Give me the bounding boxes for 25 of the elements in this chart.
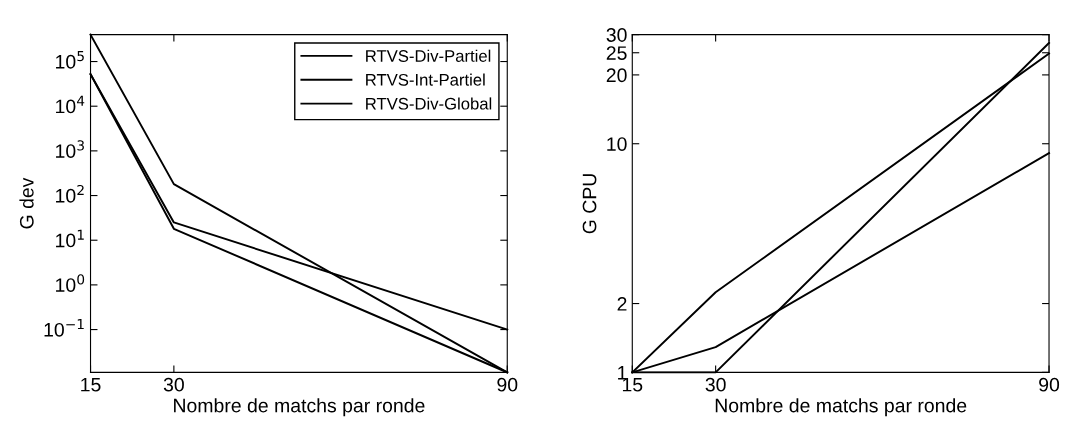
y-tick-label: 10$^{3}$ (56, 140, 84, 158)
x-tick-label: 90 (1039, 377, 1060, 392)
x-tick-label: 30 (705, 377, 726, 392)
x-tick-label: 30 (163, 377, 184, 392)
legend-label: RTVS-Div-Partiel (366, 49, 491, 62)
x-tick-label: 90 (497, 377, 518, 392)
y-tick-label: 10$^{0}$ (56, 274, 85, 292)
y-tick-label: 10$^{4}$ (56, 95, 85, 114)
y-axis-title: G dev (19, 177, 34, 229)
y-tick-label: 1 (618, 366, 627, 380)
x-tick-label: 15 (81, 377, 101, 392)
legend-label: RTVS-Int-Partiel (366, 73, 485, 86)
y-tick-label: 10$^{5}$ (56, 51, 84, 69)
y-tick-label: 2 (617, 297, 627, 311)
y-tick-label: 30 (606, 28, 627, 42)
y-tick-label: 10 (607, 137, 627, 151)
y-axis-title: G CPU (582, 174, 597, 234)
legend-label: RTVS-Div-Global (366, 97, 492, 110)
y-tick-label: 20 (606, 68, 627, 83)
x-axis-title: Nombre de matchs par ronde (174, 398, 425, 417)
y-tick-label: 10$^{2}$ (56, 184, 84, 203)
x-axis-title: Nombre de matchs par ronde (715, 398, 967, 417)
y-tick-label: 10$^{1}$ (56, 229, 84, 248)
y-tick-label: 10$^{−1}$ (44, 319, 84, 337)
y-tick-label: 25 (606, 46, 627, 60)
